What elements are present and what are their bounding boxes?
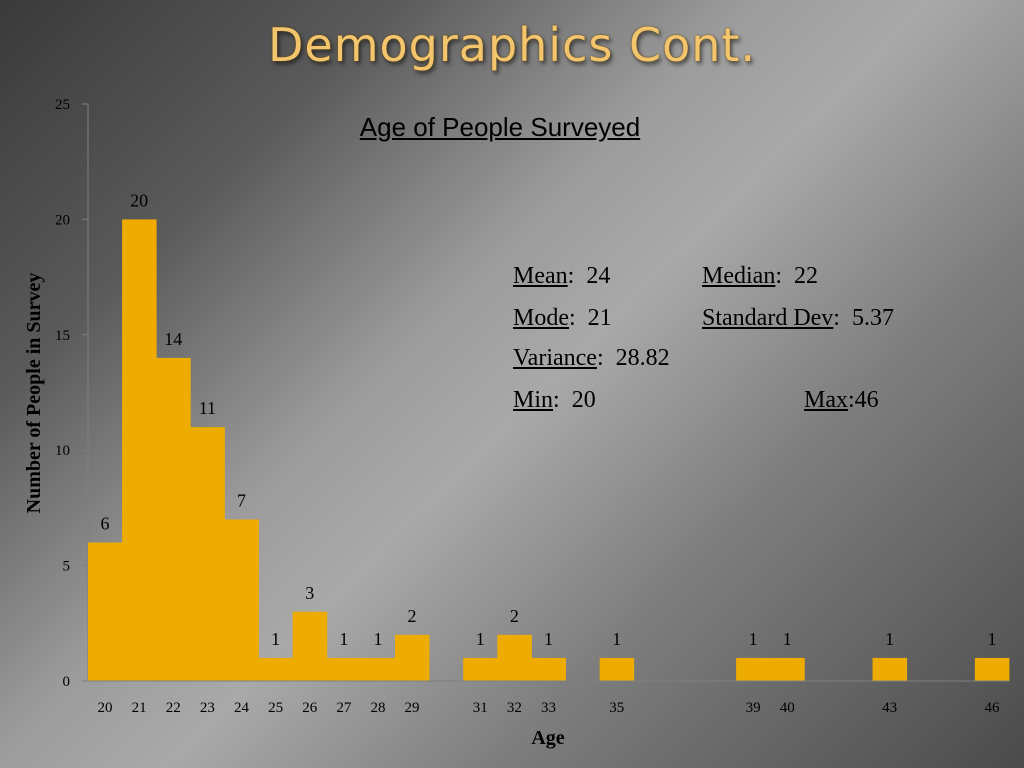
x-tick-label: 24: [234, 700, 250, 716]
stat-variance: Variance: 28.82: [513, 345, 670, 371]
bar-age-25: [258, 657, 294, 681]
data-label: 1: [987, 629, 996, 649]
stat-stddev-value: 5.37: [851, 305, 894, 331]
bar-age-29: [395, 634, 430, 681]
x-tick-label: 40: [780, 700, 795, 716]
bar-age-24: [224, 519, 259, 681]
bar-age-21: [122, 219, 157, 681]
x-tick-label: 22: [166, 700, 181, 716]
x-tick-label: 31: [473, 700, 488, 716]
stat-stddev: Standard Dev: 5.37: [702, 305, 894, 331]
data-label: 2: [408, 606, 417, 626]
bar-age-20: [88, 542, 123, 681]
bar-age-40: [770, 657, 805, 681]
stat-variance-value: 28.82: [615, 345, 670, 371]
data-label: 6: [101, 514, 110, 534]
data-label: 1: [373, 629, 382, 649]
bar-age-32: [497, 634, 532, 681]
data-label: 2: [510, 606, 519, 626]
x-axis-title: Age: [531, 727, 564, 749]
y-axis: 0 5 10 15 20 25: [55, 97, 89, 690]
stat-mean-value: 24: [586, 263, 611, 289]
x-tick-label: 46: [984, 700, 1000, 716]
x-tick-label: 25: [268, 700, 283, 716]
stat-mean: Mean: 24: [513, 263, 611, 289]
bar-age-27: [326, 657, 362, 681]
data-label: 11: [199, 398, 216, 418]
stat-mode: Mode: 21: [513, 305, 612, 331]
stat-stddev-label: Standard Dev: [702, 305, 834, 331]
x-tick-label: 21: [132, 700, 147, 716]
stat-mode-label: Mode: [513, 305, 569, 331]
data-label: 1: [339, 629, 348, 649]
bar-age-28: [360, 657, 396, 681]
data-label: 1: [271, 629, 280, 649]
bar-age-46: [974, 657, 1010, 681]
bar-age-43: [872, 657, 908, 681]
data-label: 14: [164, 329, 182, 349]
x-axis: 20 21 22 23 24 25 26 27 28 29 31 32 33 35 39 40 43 46: [88, 680, 1009, 716]
bars: [88, 219, 1010, 681]
chart-title: Age of People Surveyed: [359, 112, 641, 142]
y-axis-title: Number of People in Survey: [23, 273, 45, 514]
stat-max-label: Max: [804, 387, 848, 413]
x-tick-label: 27: [336, 700, 352, 716]
y-tick-label: 25: [55, 97, 70, 113]
x-tick-label: 20: [98, 700, 113, 716]
stat-variance-label: Variance: [513, 345, 597, 371]
stat-min: Min: 20: [513, 387, 596, 413]
y-tick-label: 10: [55, 443, 70, 459]
bar-age-22: [156, 357, 191, 681]
bar-age-33: [531, 657, 566, 681]
data-label: 1: [783, 629, 792, 649]
stat-max-value: 46: [854, 387, 879, 413]
bar-age-39: [736, 657, 771, 681]
x-tick-label: 43: [882, 700, 897, 716]
x-tick-label: 33: [541, 700, 556, 716]
x-tick-label: 35: [609, 700, 624, 716]
stat-min-label: Min: [513, 387, 554, 413]
x-tick-label: 28: [370, 700, 385, 716]
data-label: 1: [885, 629, 894, 649]
stat-median: Median: 22: [702, 263, 818, 289]
bar-age-26: [292, 611, 328, 681]
bar-age-35: [599, 657, 635, 681]
bar-age-23: [190, 427, 225, 681]
stat-max: Max:46: [804, 387, 879, 413]
stat-median-label: Median: [702, 263, 776, 289]
y-tick-label: 15: [55, 328, 70, 344]
stat-mean-label: Mean: [513, 263, 568, 289]
data-label: 1: [544, 629, 553, 649]
data-label: 3: [305, 583, 314, 603]
data-label: 1: [476, 629, 485, 649]
stat-min-value: 20: [571, 387, 596, 413]
x-tick-label: 26: [302, 700, 318, 716]
data-label: 1: [749, 629, 758, 649]
x-tick-label: 23: [200, 700, 215, 716]
x-tick-label: 39: [746, 700, 761, 716]
bar-age-31: [463, 657, 498, 681]
y-tick-label: 5: [63, 559, 71, 575]
stat-median-value: 22: [793, 263, 818, 289]
y-tick-label: 0: [63, 674, 71, 690]
data-label: 20: [130, 190, 148, 210]
data-label: 1: [612, 629, 621, 649]
y-tick-label: 20: [55, 212, 70, 228]
x-tick-label: 29: [405, 700, 420, 716]
x-tick-label: 32: [507, 700, 522, 716]
data-label: 7: [237, 490, 246, 510]
slide-title: Demographics Cont.: [267, 18, 757, 72]
stat-mode-value: 21: [587, 305, 612, 331]
